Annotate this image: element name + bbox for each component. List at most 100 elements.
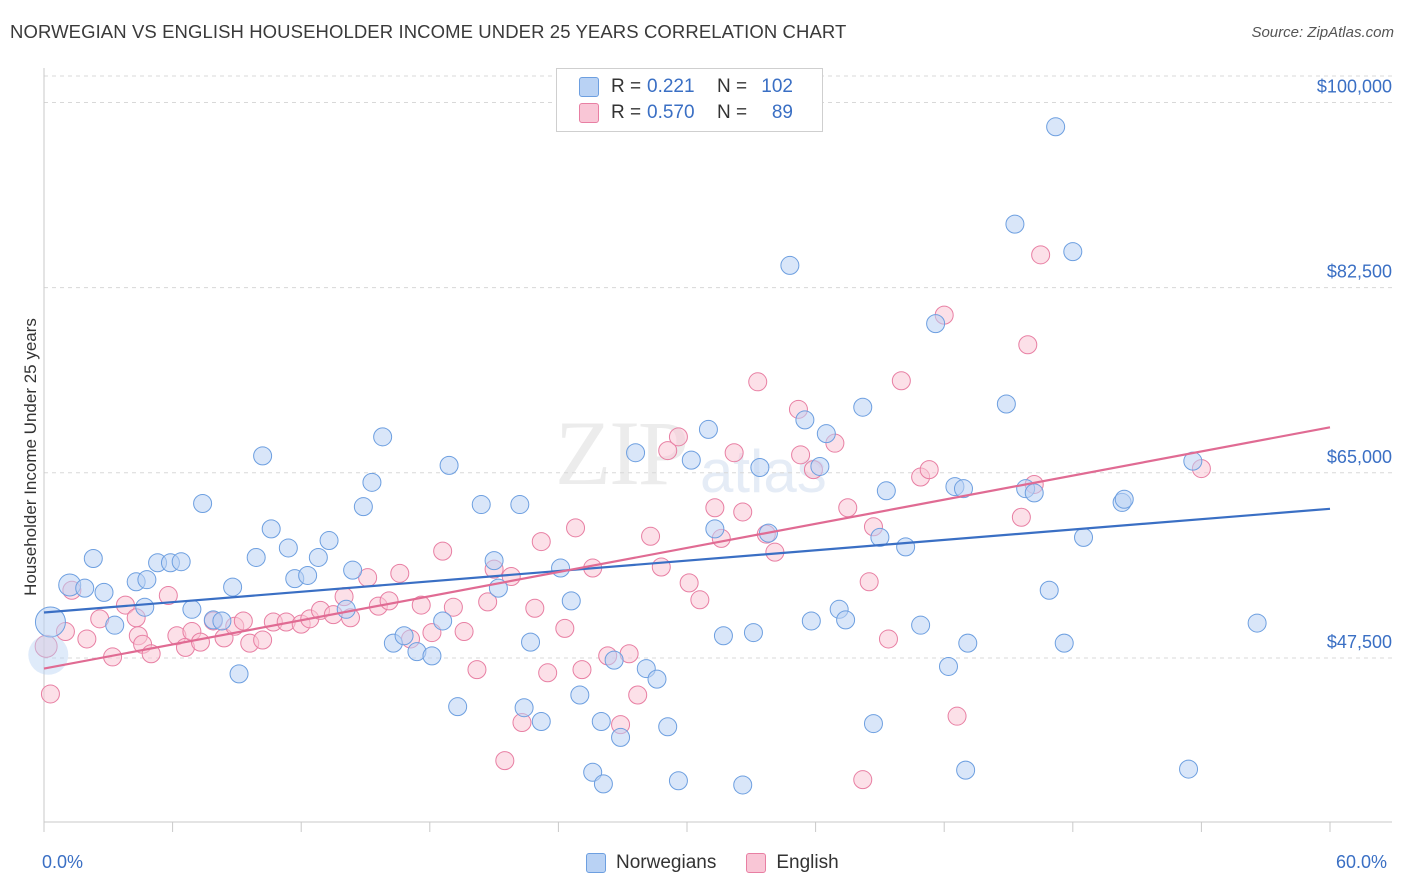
series-legend: Norwegians English (586, 852, 869, 874)
point-norwegians (668, 771, 688, 791)
point-norwegians (996, 394, 1016, 414)
point-english (628, 685, 648, 705)
point-english (668, 427, 688, 447)
point-norwegians (750, 458, 770, 478)
data-points (28, 117, 1267, 795)
point-norwegians (135, 597, 155, 617)
point-english (77, 629, 97, 649)
y-tick-label: $65,000 (1327, 447, 1392, 467)
point-norwegians (373, 427, 393, 447)
legend-r-label: R = (611, 102, 642, 123)
legend-row-norwegians: R = 0.221 N = 102 (579, 75, 793, 99)
point-norwegians (713, 626, 733, 646)
point-norwegians (591, 711, 611, 731)
point-norwegians (1054, 633, 1074, 653)
legend-n-label: N = (717, 76, 748, 97)
x-tick-max: 60.0% (1336, 852, 1388, 872)
point-english (538, 663, 558, 683)
point-norwegians (953, 479, 973, 499)
point-norwegians (876, 481, 896, 501)
point-english (838, 498, 858, 518)
point-norwegians (212, 611, 232, 631)
source-credit: Source: ZipAtlas.com (1251, 24, 1394, 41)
point-english (690, 590, 710, 610)
trend-lines (43, 426, 1331, 670)
point-norwegians (551, 558, 571, 578)
point-norwegians (958, 633, 978, 653)
series-legend-english[interactable]: English (746, 852, 839, 874)
point-norwegians (795, 410, 815, 430)
point-norwegians (863, 714, 883, 734)
point-norwegians (870, 527, 890, 547)
point-norwegians (353, 497, 373, 517)
point-english (878, 629, 898, 649)
point-english (853, 770, 873, 790)
point-norwegians (743, 623, 763, 643)
point-english (658, 441, 678, 461)
legend-swatch-english (579, 103, 599, 123)
point-norwegians (298, 565, 318, 585)
point-norwegians (137, 570, 157, 590)
point-norwegians (471, 495, 491, 515)
point-english (433, 541, 453, 561)
point-english (390, 563, 410, 583)
point-english (478, 592, 498, 612)
point-norwegians (261, 519, 281, 539)
point-norwegians (105, 615, 125, 635)
point-norwegians (319, 531, 339, 551)
point-norwegians (570, 685, 590, 705)
point-norwegians (171, 552, 191, 572)
point-norwegians (956, 760, 976, 780)
point-norwegians (94, 582, 114, 602)
point-norwegians (484, 551, 504, 571)
x-tick-min: 0.0% (42, 852, 84, 872)
y-tick-label: $100,000 (1317, 76, 1392, 96)
y-tick-label: $82,500 (1327, 262, 1392, 282)
axes (43, 68, 1392, 832)
point-english (40, 684, 60, 704)
point-norwegians (816, 424, 836, 444)
gridlines (44, 75, 1392, 659)
point-english (641, 526, 661, 546)
point-norwegians (1005, 214, 1025, 234)
point-norwegians (1179, 759, 1199, 779)
point-english (724, 443, 744, 463)
point-norwegians (75, 578, 95, 598)
point-norwegians (308, 547, 328, 567)
point-norwegians (193, 493, 213, 513)
point-english (791, 445, 811, 465)
point-norwegians (422, 646, 442, 666)
series-label-norwegians: Norwegians (616, 852, 717, 873)
point-english (531, 532, 551, 552)
point-english (705, 498, 725, 518)
point-norwegians (439, 455, 459, 475)
point-english (495, 751, 515, 771)
point-norwegians (801, 611, 821, 631)
series-swatch-norwegians (586, 853, 606, 873)
point-english (859, 572, 879, 592)
point-english (190, 632, 210, 652)
point-norwegians (83, 549, 103, 569)
point-english (566, 518, 586, 538)
point-norwegians (433, 611, 453, 631)
point-english (253, 630, 273, 650)
series-legend-norwegians[interactable]: Norwegians (586, 852, 716, 874)
point-english (572, 660, 592, 680)
point-norwegians (182, 599, 202, 619)
point-english (525, 598, 545, 618)
point-english (679, 573, 699, 593)
legend-n-value: 89 (771, 102, 793, 123)
point-norwegians (698, 419, 718, 439)
point-english (158, 586, 178, 606)
legend-swatch-norwegians (579, 77, 599, 97)
point-english (555, 618, 575, 638)
point-english (1031, 245, 1051, 265)
point-norwegians (1074, 527, 1094, 547)
point-norwegians (780, 255, 800, 275)
point-norwegians (681, 450, 701, 470)
point-norwegians (853, 397, 873, 417)
point-norwegians (362, 472, 382, 492)
legend-row-english: R = 0.570 N = 89 (579, 101, 793, 125)
point-english (733, 502, 753, 522)
